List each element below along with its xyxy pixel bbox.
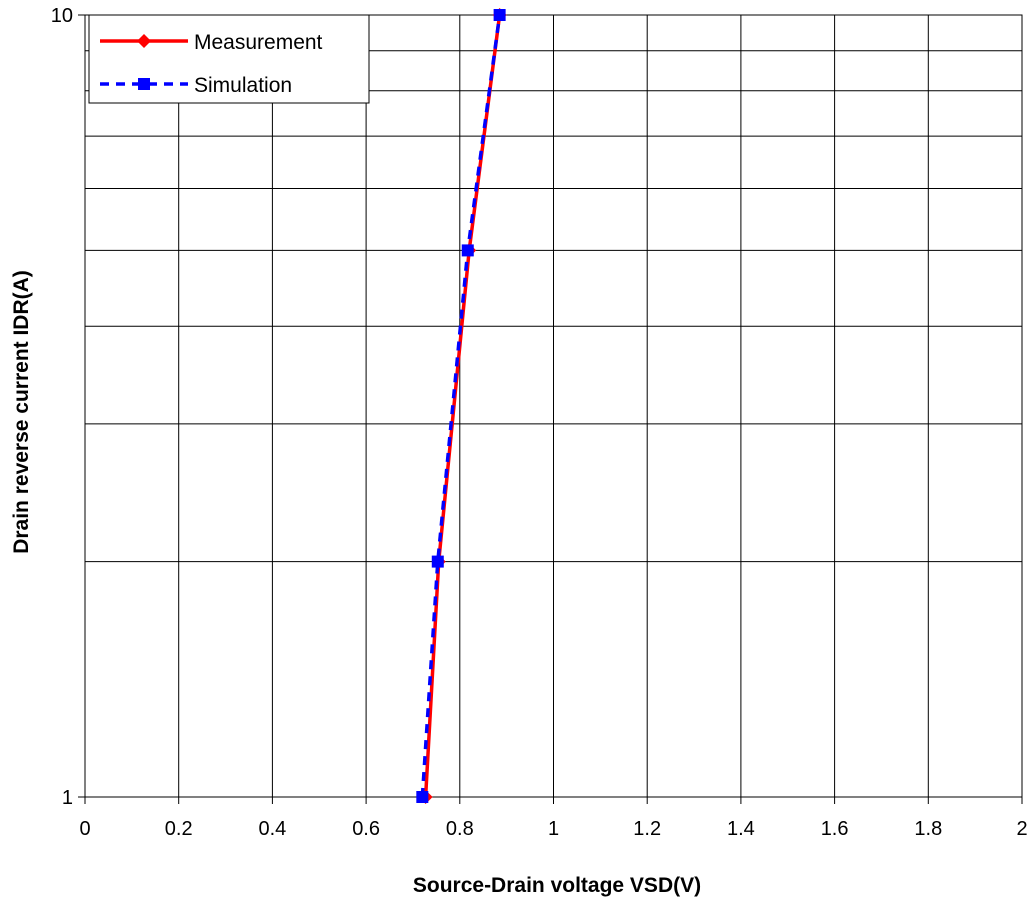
y-tick-label: 10 [51,5,73,27]
x-axis-label: Source-Drain voltage VSD(V) [413,874,701,897]
grid [85,15,1022,797]
x-tick-labels: 0 0.2 0.4 0.6 0.8 1 1.2 1.4 1.6 1.8 2 [79,818,1027,840]
series-measurement [418,8,507,804]
series-simulation [416,9,506,803]
legend-item-simulation: Simulation [100,74,292,97]
x-tick-label: 1 [548,818,559,840]
x-tick-label: 1.8 [914,818,942,840]
series-line [420,14,502,798]
axes [78,14,1023,804]
x-tick-label: 1.6 [821,818,849,840]
data-point [461,244,474,257]
x-tick-label: 2 [1016,818,1027,840]
x-tick-label: 1.2 [633,818,661,840]
x-tick-label: 0 [79,818,90,840]
legend-items: Measurement Simulation [100,31,323,97]
data-point [431,555,444,568]
y-tick-label: 1 [62,787,73,809]
legend-label: Measurement [194,31,323,54]
x-tick-label: 0.8 [446,818,474,840]
series-layer [416,8,507,804]
data-point [416,791,429,803]
y-axis-label: Drain reverse current IDR(A) [10,270,33,554]
x-tick-label: 0.2 [165,818,193,840]
legend-label: Simulation [194,74,292,97]
series-line [423,14,502,798]
x-tick-label: 0.4 [258,818,286,840]
x-tick-label: 0.6 [352,818,380,840]
y-tick-labels: 1 10 [51,5,73,809]
legend-swatch-marker [138,78,150,90]
data-point [493,9,506,21]
x-tick-label: 1.4 [727,818,755,840]
legend-box [88,14,370,104]
legend: Measurement Simulation [88,14,370,104]
legend-swatch-marker [137,34,151,48]
legend-item-measurement: Measurement [100,31,323,54]
